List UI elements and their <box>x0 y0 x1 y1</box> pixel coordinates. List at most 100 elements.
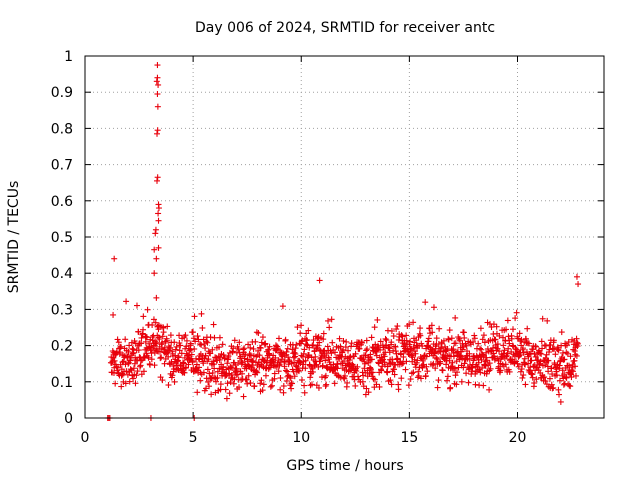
data-point <box>539 315 546 322</box>
y-tick-label: 0.1 <box>51 375 73 391</box>
data-point <box>398 375 405 382</box>
data-point <box>359 378 366 385</box>
data-point <box>453 369 460 376</box>
data-point <box>226 390 233 397</box>
data-point <box>536 350 543 357</box>
data-point <box>114 364 121 371</box>
data-point <box>403 332 410 339</box>
data-point <box>545 357 552 364</box>
data-point <box>433 335 440 342</box>
data-point <box>495 363 502 370</box>
data-point <box>149 322 156 329</box>
data-point <box>506 340 513 347</box>
data-point <box>131 360 138 367</box>
data-point <box>208 391 215 398</box>
data-point <box>390 333 397 340</box>
data-point <box>530 363 537 370</box>
data-point <box>153 255 160 262</box>
x-tick-label: 10 <box>292 430 310 446</box>
data-point <box>230 345 237 352</box>
data-point <box>291 373 298 380</box>
data-point <box>297 330 304 337</box>
data-point <box>203 385 210 392</box>
data-point <box>394 355 401 362</box>
data-point <box>458 378 465 385</box>
data-point <box>294 324 301 331</box>
data-point <box>110 311 117 318</box>
data-point <box>203 338 210 345</box>
data-point <box>571 348 578 355</box>
data-point <box>556 362 563 369</box>
data-point <box>571 357 578 364</box>
data-point <box>365 359 372 366</box>
data-point <box>154 103 161 110</box>
data-point <box>524 325 531 332</box>
data-point <box>190 335 197 342</box>
data-point <box>409 352 416 359</box>
data-point <box>130 349 137 356</box>
data-point <box>555 347 562 354</box>
data-point <box>341 375 348 382</box>
data-point <box>260 356 267 363</box>
data-point <box>413 337 420 344</box>
data-point <box>112 380 119 387</box>
data-point <box>403 358 410 365</box>
data-point <box>399 333 406 340</box>
data-point <box>135 328 142 335</box>
x-axis-label: GPS time / hours <box>286 458 403 474</box>
data-point <box>156 336 163 343</box>
data-point <box>344 379 351 386</box>
data-point <box>173 343 180 350</box>
data-point <box>138 334 145 341</box>
data-point <box>217 354 224 361</box>
data-point <box>537 358 544 365</box>
data-point <box>240 393 247 400</box>
data-point <box>433 354 440 361</box>
data-point <box>114 336 121 343</box>
data-point <box>275 368 282 375</box>
data-point <box>122 336 129 343</box>
data-point <box>142 338 149 345</box>
data-point <box>281 363 288 370</box>
data-point <box>496 348 503 355</box>
data-point <box>519 345 526 352</box>
data-point <box>216 365 223 372</box>
data-point <box>306 344 313 351</box>
data-point <box>234 371 241 378</box>
data-point <box>266 343 273 350</box>
data-point <box>483 354 490 361</box>
data-point <box>548 381 555 388</box>
data-point <box>155 244 162 251</box>
data-point <box>191 313 198 320</box>
data-point <box>377 346 384 353</box>
data-point <box>388 327 395 334</box>
data-point <box>271 370 278 377</box>
data-point <box>233 365 240 372</box>
data-point <box>277 375 284 382</box>
data-point <box>271 375 278 382</box>
data-point <box>258 339 265 346</box>
data-point <box>480 332 487 339</box>
data-point <box>291 349 298 356</box>
data-point <box>532 353 539 360</box>
data-point <box>175 366 182 373</box>
data-point <box>198 341 205 348</box>
data-point <box>131 337 138 344</box>
data-point <box>283 377 290 384</box>
data-point <box>123 298 130 305</box>
data-point <box>246 351 253 358</box>
data-point <box>151 246 158 253</box>
data-point <box>302 341 309 348</box>
data-point <box>444 377 451 384</box>
data-point <box>363 337 370 344</box>
data-point <box>429 362 436 369</box>
data-point <box>189 329 196 336</box>
data-point <box>369 344 376 351</box>
y-tick-label: 0.5 <box>51 230 73 246</box>
data-point <box>160 329 167 336</box>
data-point <box>566 362 573 369</box>
data-point <box>411 348 418 355</box>
data-point <box>191 345 198 352</box>
data-point <box>321 353 328 360</box>
data-point <box>154 74 161 81</box>
